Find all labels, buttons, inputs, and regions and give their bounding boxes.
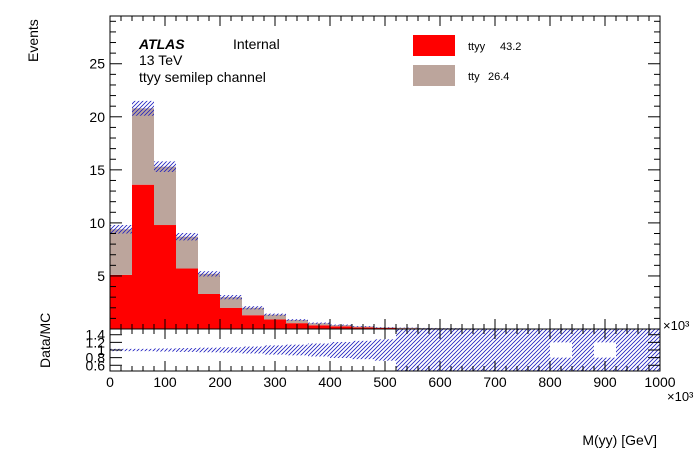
- bar-tty-5: [220, 297, 242, 308]
- ratio-x-exponent-label: ×10³: [667, 389, 694, 404]
- uncertainty-9: [308, 322, 330, 324]
- ratio-band-bin-19: [528, 329, 550, 371]
- main-x-ticks: [109, 16, 661, 329]
- ratio-x-tick-label: 100: [153, 374, 177, 390]
- ratio-band-bin-2: [154, 348, 176, 352]
- ratio-band-bin-6: [242, 346, 264, 354]
- uncertainty-2: [154, 161, 176, 172]
- bar-tty-6: [242, 307, 264, 316]
- ratio-band-bin-21: [572, 329, 594, 371]
- ratio-band-bin-23: [616, 329, 638, 371]
- legend-label-ttyy: ttyy: [468, 41, 486, 53]
- ratio-band-bin-4: [198, 347, 220, 353]
- bar-tty-0: [110, 229, 132, 275]
- ratio-band-bin-15: [440, 329, 462, 371]
- main-x-exponent-label: ×10³: [663, 318, 690, 333]
- bar-tty-4: [198, 273, 220, 294]
- main-y-tick-label: 10: [89, 215, 105, 231]
- ratio-panel: 0.60.811.21.4 0 100 200 300 400 500 600 700 800 9…: [37, 313, 694, 448]
- uncertainty-7: [264, 313, 286, 316]
- atlas-label: ATLAS: [138, 36, 185, 52]
- ratio-y-ticks: 0.60.811.21.4: [86, 327, 660, 373]
- ratio-x-tick-label: 700: [483, 374, 507, 390]
- legend-swatch-ttyy: [413, 35, 455, 56]
- bar-tty-7: [264, 314, 286, 320]
- ratio-x-tick-label: 600: [428, 374, 452, 390]
- ratio-band-bin-9: [308, 343, 330, 357]
- ratio-y-tick-label: 1: [97, 342, 105, 358]
- stacked-bars: [110, 108, 550, 329]
- ratio-x-tick-label: 800: [538, 374, 562, 390]
- ratio-y-axis-label: Data/MC: [37, 313, 53, 368]
- ratio-band-bin-14: [418, 329, 440, 371]
- uncertainty-3: [176, 232, 198, 241]
- ratio-x-tick-label: 0: [106, 374, 114, 390]
- ratio-band-gap-1: [594, 342, 616, 358]
- bar-ttyy-4: [198, 293, 220, 329]
- uncertainty-0: [110, 225, 132, 234]
- main-y-ticks: 5 10 15 20 25: [89, 20, 660, 319]
- main-y-tick-label: 25: [89, 56, 105, 72]
- ratio-y-tick-label: 1.2: [86, 334, 106, 350]
- legend-yield-tty: 26.4: [488, 71, 509, 83]
- legend-swatch-tty: [413, 65, 455, 86]
- ratio-x-tick-label: 900: [593, 374, 617, 390]
- ratio-band-bin-10: [330, 341, 352, 359]
- ratio-x-tick-label: 200: [208, 374, 232, 390]
- ratio-x-tick-label: 300: [263, 374, 287, 390]
- legend-label-tty: tty: [468, 71, 480, 83]
- ratio-x-tick-label: 500: [373, 374, 397, 390]
- ratio-y-tick-label: 0.8: [86, 350, 106, 366]
- uncertainty-6: [242, 306, 264, 310]
- uncertainty-5: [220, 295, 242, 300]
- bar-ttyy-1: [132, 184, 154, 329]
- bar-ttyy-2: [154, 225, 176, 329]
- ratio-band-bin-13: [396, 329, 418, 371]
- internal-label: Internal: [233, 36, 280, 52]
- ratio-x-tick-label: 400: [318, 374, 342, 390]
- ratio-x-tick-label: 1000: [644, 374, 675, 390]
- ratio-band-gap-0: [550, 342, 572, 358]
- main-y-axis-label: Events: [25, 19, 41, 62]
- bar-tty-8: [286, 319, 308, 324]
- main-y-tick-label: 5: [97, 268, 105, 284]
- bar-ttyy-3: [176, 268, 198, 329]
- ratio-band-bin-11: [352, 340, 374, 360]
- bar-ttyy-6: [242, 315, 264, 329]
- ratio-band-bin-16: [462, 329, 484, 371]
- bar-tty-2: [154, 166, 176, 226]
- legend-yield-ttyy: 43.2: [500, 41, 521, 53]
- energy-label: 13 TeV: [139, 52, 183, 68]
- ratio-band-bin-7: [264, 345, 286, 355]
- bar-ttyy-5: [220, 307, 242, 329]
- main-y-tick-label: 20: [89, 109, 105, 125]
- bar-ttyy-0: [110, 274, 132, 329]
- bar-tty-1: [132, 108, 154, 185]
- uncertainty-1: [132, 100, 154, 116]
- channel-label: ttyy semilep channel: [139, 69, 266, 85]
- ratio-band-bin-18: [506, 329, 528, 371]
- ratio-band-bin-8: [286, 344, 308, 356]
- uncertainty-4: [198, 271, 220, 277]
- ratio-band-bin-3: [176, 348, 198, 352]
- ratio-band-bin-1: [132, 348, 154, 352]
- main-panel: 5 10 15 20 25 Events ×10³ ATLAS Internal 13 …: [25, 15, 690, 333]
- main-y-tick-label: 15: [89, 162, 105, 178]
- ratio-band-bin-12: [374, 339, 396, 361]
- ratio-band-bin-17: [484, 329, 506, 371]
- ratio-band-bin-5: [220, 347, 242, 353]
- x-axis-label: M(yy) [GeV]: [582, 432, 657, 448]
- bar-tty-3: [176, 236, 198, 269]
- ratio-y-tick-label: 1.4: [86, 327, 106, 343]
- ratio-x-ticks: 0 100 200 300 400 500 600 700 800 900 1000: [106, 329, 676, 390]
- legend: ttyy 43.2 tty 26.4: [413, 35, 521, 86]
- ratio-y-tick-label: 0.6: [86, 357, 106, 373]
- uncertainty-8: [286, 319, 308, 321]
